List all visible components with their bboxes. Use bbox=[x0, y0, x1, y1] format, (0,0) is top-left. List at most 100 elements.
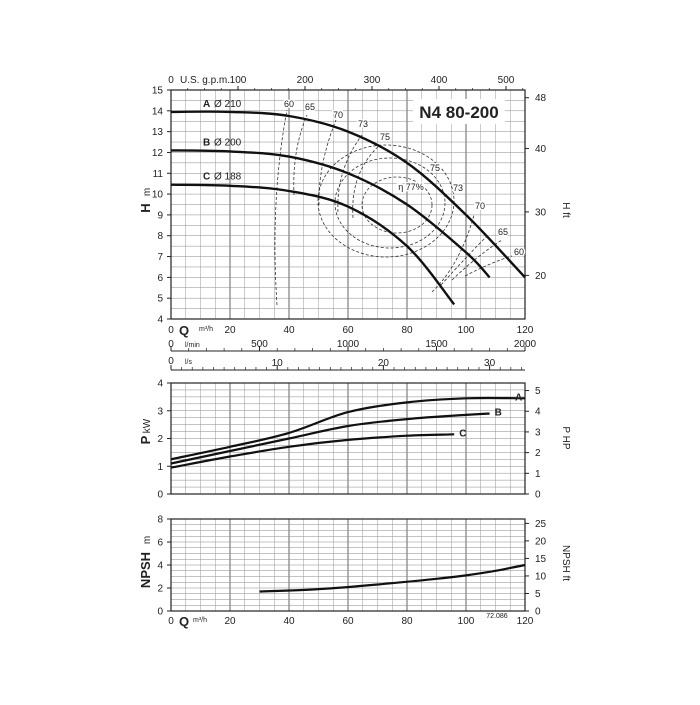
q-tick-label: 40 bbox=[283, 325, 295, 336]
power-curve-B bbox=[170, 412, 490, 465]
lmin-tick-label: 2000 bbox=[514, 339, 537, 350]
npsh-axis2-label: NPSH ft bbox=[560, 545, 571, 581]
gpm-zero-label: 0 bbox=[168, 75, 174, 86]
head-ytick-label: 7 bbox=[157, 252, 163, 263]
q-tick-label: 80 bbox=[401, 325, 413, 336]
power-curve-C bbox=[170, 433, 455, 469]
head-ytick-label: 4 bbox=[157, 315, 163, 326]
head-ytick-label: 15 bbox=[152, 86, 164, 97]
npsh-curve bbox=[259, 563, 526, 593]
npsh-q-axis-label: Q bbox=[179, 614, 189, 629]
ls-tick-label: 20 bbox=[378, 358, 390, 369]
npsh-y2tick-label: 5 bbox=[535, 589, 541, 600]
efficiency-isoline bbox=[361, 176, 433, 234]
head-ytick-label: 11 bbox=[153, 169, 164, 180]
head-ytick-label: 5 bbox=[157, 294, 163, 305]
efficiency-isoline bbox=[334, 157, 446, 249]
power-y2tick-label: 5 bbox=[535, 386, 541, 397]
series-name-label: C bbox=[203, 172, 210, 183]
npsh-q-tick-label: 80 bbox=[401, 616, 413, 627]
efficiency-label: 73 bbox=[453, 183, 463, 193]
npsh-ytick-label: 0 bbox=[157, 607, 163, 618]
power-series-label: B bbox=[495, 408, 502, 419]
q-tick-label: 120 bbox=[517, 325, 534, 336]
ls-tick-label: 10 bbox=[272, 358, 284, 369]
chart-title: N4 80-200 bbox=[419, 103, 498, 122]
npsh-q-tick-label: 60 bbox=[342, 616, 354, 627]
npsh-y2tick-label: 25 bbox=[535, 519, 547, 530]
power-series-label: C bbox=[459, 428, 466, 439]
head-y2tick-label: 40 bbox=[535, 144, 547, 155]
power-axis2-label: P HP bbox=[560, 426, 571, 449]
gpm-tick-label: 200 bbox=[297, 75, 314, 86]
npsh-q-tick-label: 100 bbox=[458, 616, 475, 627]
efficiency-label: 60 bbox=[284, 99, 294, 109]
q-tick-label: 60 bbox=[342, 325, 354, 336]
head-ytick-label: 13 bbox=[152, 127, 164, 138]
npsh-ytick-label: 6 bbox=[157, 538, 163, 549]
lmin-tick-label: 500 bbox=[251, 339, 268, 350]
lmin-tick-label: 1000 bbox=[337, 339, 360, 350]
title-backdrop bbox=[413, 99, 505, 124]
efficiency-isoline bbox=[293, 114, 308, 196]
efficiency-label: η 77% bbox=[398, 182, 424, 192]
q-tick-label: 20 bbox=[224, 325, 236, 336]
head-axis-unit: m bbox=[142, 188, 153, 196]
efficiency-label: 73 bbox=[358, 119, 368, 129]
power-ytick-label: 2 bbox=[157, 434, 163, 445]
power-series-label: A bbox=[515, 392, 522, 403]
npsh-q-tick-label: 20 bbox=[224, 616, 236, 627]
lmin-zero-label: 0 bbox=[168, 339, 174, 350]
series-name-label: A bbox=[203, 99, 210, 110]
power-y2tick-label: 3 bbox=[535, 427, 541, 438]
head-ytick-label: 8 bbox=[157, 231, 163, 242]
efficiency-isoline bbox=[274, 109, 288, 306]
series-diameter-label: Ø 188 bbox=[214, 172, 242, 183]
head-y2tick-label: 20 bbox=[535, 271, 547, 282]
head-y2tick-label: 48 bbox=[535, 93, 547, 104]
power-ytick-label: 1 bbox=[157, 462, 163, 473]
gpm-tick-label: 300 bbox=[364, 75, 381, 86]
ls-tick-label: 30 bbox=[484, 358, 496, 369]
gpm-tick-label: 400 bbox=[431, 75, 448, 86]
lmin-tick-label: 1500 bbox=[425, 339, 448, 350]
efficiency-isoline bbox=[464, 255, 513, 277]
head-plot-frame bbox=[170, 89, 526, 320]
efficiency-isoline bbox=[431, 214, 475, 293]
gpm-axis-label: U.S. g.p.m. bbox=[180, 75, 230, 86]
head-ytick-label: 9 bbox=[157, 210, 163, 221]
efficiency-label: 60 bbox=[514, 247, 524, 257]
efficiency-label: 75 bbox=[430, 163, 440, 173]
head-axis2-label: H ft bbox=[560, 202, 571, 218]
q-tick-label: 100 bbox=[458, 325, 475, 336]
npsh-ytick-label: 2 bbox=[157, 584, 163, 595]
gpm-tick-label: 100 bbox=[230, 75, 247, 86]
head-curve-C bbox=[170, 183, 456, 306]
efficiency-label: 70 bbox=[333, 110, 343, 120]
power-y2tick-label: 2 bbox=[535, 448, 541, 459]
npsh-q-zero-label: 0 bbox=[168, 616, 174, 627]
gpm-tick-label: 500 bbox=[498, 75, 515, 86]
head-curve-B bbox=[170, 149, 491, 279]
efficiency-label: 70 bbox=[475, 201, 485, 211]
npsh-ytick-label: 8 bbox=[157, 515, 163, 526]
head-y2tick-label: 30 bbox=[535, 207, 547, 218]
head-ytick-label: 6 bbox=[157, 273, 163, 284]
head-ytick-label: 12 bbox=[152, 148, 164, 159]
series-diameter-label: Ø 200 bbox=[214, 137, 242, 148]
power-ytick-label: 0 bbox=[157, 490, 163, 501]
power-y2tick-label: 0 bbox=[535, 490, 541, 501]
efficiency-isoline bbox=[440, 234, 489, 286]
npsh-y2tick-label: 10 bbox=[535, 571, 547, 582]
lmin-axis-label: l/min bbox=[185, 342, 200, 349]
head-curve-A bbox=[170, 110, 526, 279]
npsh-y2tick-label: 0 bbox=[535, 607, 541, 618]
figure-code: 72.086 bbox=[486, 613, 508, 620]
power-curve-A bbox=[170, 396, 526, 461]
npsh-y2tick-label: 15 bbox=[535, 554, 547, 565]
power-axis-unit: kW bbox=[142, 418, 153, 433]
efficiency-label: 65 bbox=[498, 227, 508, 237]
npsh-q-axis-unit: m³/h bbox=[193, 617, 207, 624]
